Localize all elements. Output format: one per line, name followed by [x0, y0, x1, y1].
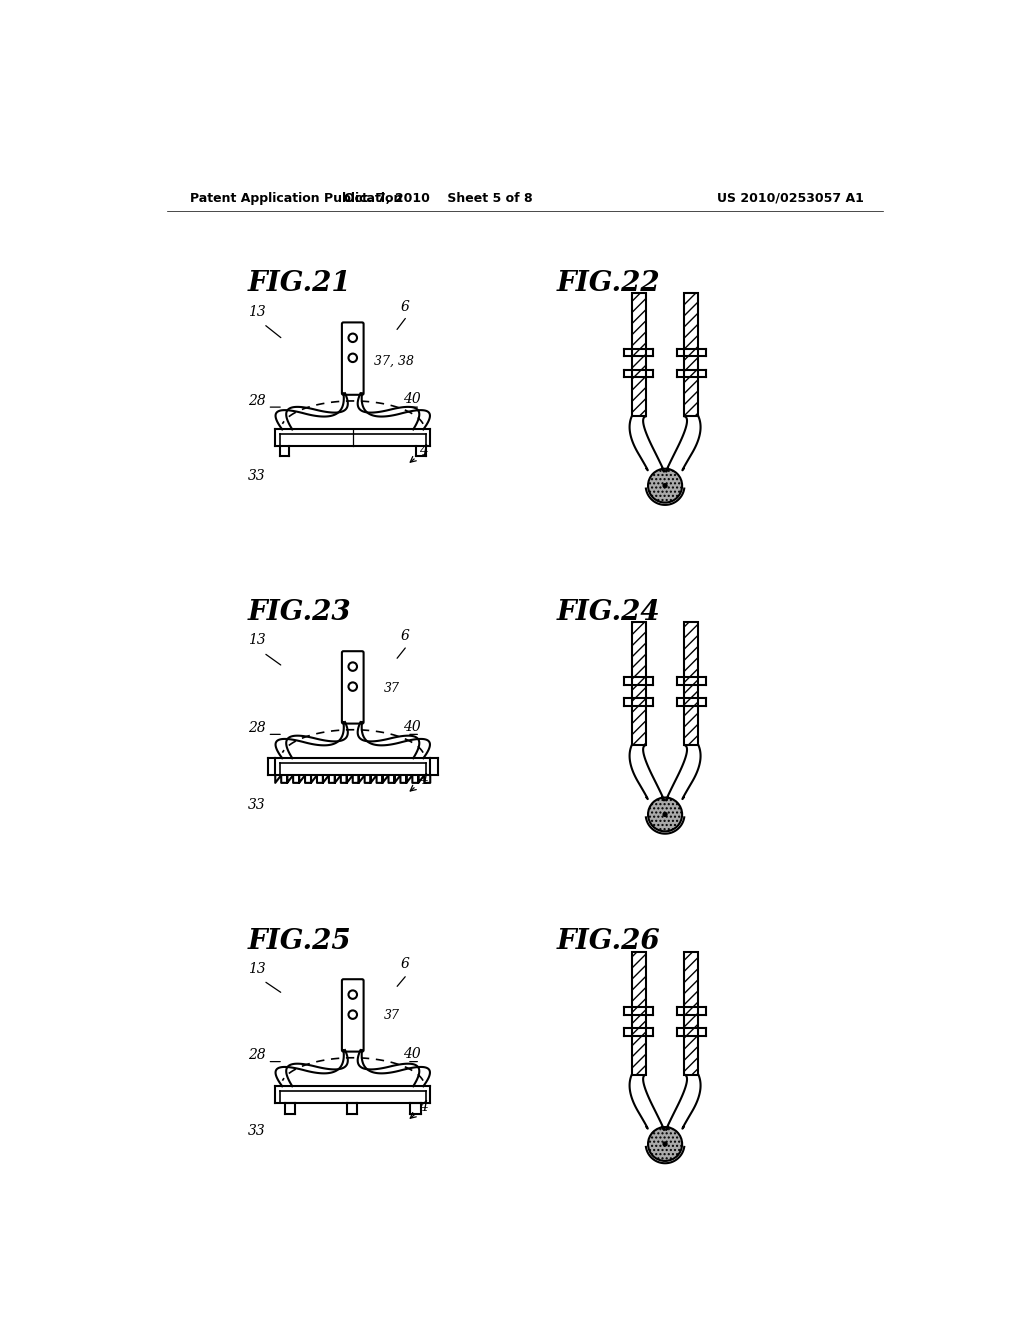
Circle shape: [664, 813, 667, 816]
Circle shape: [648, 469, 682, 503]
Text: 33: 33: [248, 799, 266, 812]
Bar: [684, 293, 698, 416]
Text: 4: 4: [419, 772, 427, 787]
Text: 13: 13: [248, 632, 266, 647]
Bar: [684, 952, 698, 1074]
Text: 37: 37: [384, 1010, 399, 1022]
Text: 6: 6: [400, 300, 410, 314]
Circle shape: [664, 483, 667, 487]
Text: FIG.21: FIG.21: [248, 271, 352, 297]
Text: FIG.22: FIG.22: [557, 271, 660, 297]
Bar: [632, 952, 646, 1074]
Text: 13: 13: [248, 962, 266, 975]
Text: 6: 6: [400, 628, 410, 643]
Text: 40: 40: [403, 719, 421, 734]
Text: Patent Application Publication: Patent Application Publication: [190, 191, 402, 205]
Circle shape: [648, 1127, 682, 1162]
Text: 4: 4: [419, 1100, 427, 1114]
Text: Oct. 7, 2010    Sheet 5 of 8: Oct. 7, 2010 Sheet 5 of 8: [344, 191, 532, 205]
Text: 37, 38: 37, 38: [375, 355, 415, 368]
Text: US 2010/0253057 A1: US 2010/0253057 A1: [718, 191, 864, 205]
Text: FIG.24: FIG.24: [557, 599, 660, 626]
Text: 40: 40: [403, 392, 421, 407]
Text: 28: 28: [248, 1048, 266, 1063]
Text: 33: 33: [248, 1123, 266, 1138]
Text: 33: 33: [248, 470, 266, 483]
Text: 28: 28: [248, 721, 266, 735]
Text: 28: 28: [248, 393, 266, 408]
Bar: [684, 622, 698, 744]
Text: 40: 40: [403, 1047, 421, 1061]
Text: FIG.26: FIG.26: [557, 928, 660, 956]
Text: 6: 6: [400, 957, 410, 972]
Text: 37: 37: [384, 682, 399, 696]
Circle shape: [664, 1142, 667, 1146]
Bar: [632, 622, 646, 744]
Text: FIG.23: FIG.23: [248, 599, 352, 626]
Bar: [632, 293, 646, 416]
Text: 13: 13: [248, 305, 266, 319]
Text: 4: 4: [419, 444, 427, 458]
Circle shape: [648, 797, 682, 832]
Text: FIG.25: FIG.25: [248, 928, 352, 956]
